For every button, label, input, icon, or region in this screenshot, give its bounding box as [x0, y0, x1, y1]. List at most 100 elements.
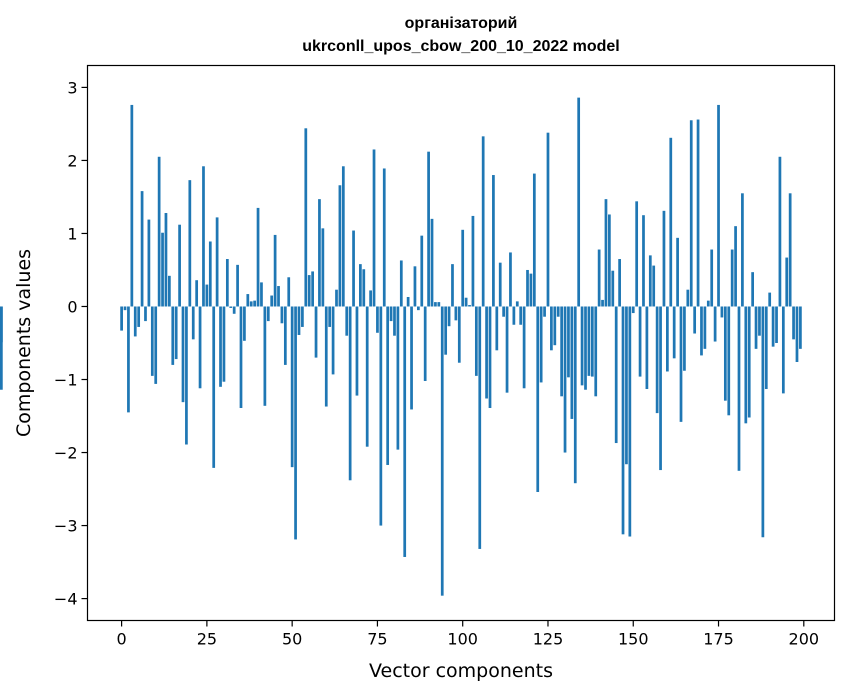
- bar: [730, 249, 734, 307]
- bar: [679, 306, 683, 422]
- bar: [604, 199, 608, 307]
- x-tick-label: 0: [117, 630, 127, 649]
- bar: [474, 306, 478, 376]
- bar: [700, 306, 703, 356]
- bar: [406, 296, 410, 307]
- bar: [372, 149, 376, 307]
- bar: [556, 306, 560, 317]
- bar: [778, 156, 782, 307]
- y-tick-label: −4: [54, 590, 78, 609]
- bar: [280, 306, 284, 324]
- bar: [338, 185, 342, 307]
- bar: [771, 306, 775, 347]
- bar: [236, 264, 239, 307]
- bar: [686, 289, 690, 307]
- bar: [580, 306, 584, 386]
- bar: [120, 306, 123, 331]
- bar: [560, 306, 563, 397]
- bar: [437, 302, 441, 307]
- bar: [307, 275, 311, 307]
- bar: [195, 280, 199, 307]
- y-axis-ticks: −4 −3 −2 −1 0 1 2 3: [54, 78, 88, 609]
- bar: [301, 306, 304, 327]
- bar: [573, 306, 577, 484]
- bar: [461, 229, 465, 307]
- bar: [263, 306, 267, 406]
- bar: [539, 306, 543, 383]
- bar: [495, 306, 499, 351]
- bar: [683, 306, 686, 371]
- bar: [164, 213, 168, 307]
- bar: [154, 306, 158, 384]
- bar: [570, 306, 574, 419]
- bar: [532, 173, 536, 307]
- bar: [713, 306, 717, 342]
- bar: [191, 306, 195, 340]
- bar: [543, 306, 546, 317]
- bar: [324, 306, 328, 407]
- bar: [287, 277, 291, 307]
- chart-subtitle: ukrconll_upos_cbow_200_10_2022 model: [302, 38, 619, 55]
- bar: [331, 306, 335, 375]
- y-tick-label: −3: [54, 517, 78, 536]
- bar: [727, 306, 731, 416]
- bar: [478, 306, 482, 549]
- bar: [376, 306, 379, 333]
- x-tick-label: 125: [533, 630, 564, 649]
- bar: [720, 306, 724, 318]
- bar: [150, 306, 154, 376]
- bar: [430, 218, 434, 307]
- bar: [761, 306, 765, 538]
- bar: [795, 306, 799, 362]
- bar: [723, 306, 727, 401]
- bar: [229, 306, 233, 308]
- bar: [362, 269, 366, 307]
- y-tick-label: −1: [54, 371, 78, 390]
- bar: [672, 306, 676, 359]
- bar: [768, 292, 772, 307]
- bars-group: [0, 97, 802, 596]
- bar: [297, 306, 301, 335]
- bar: [498, 262, 502, 307]
- bar: [379, 306, 383, 526]
- bar: [314, 306, 318, 358]
- x-tick-label: 200: [789, 630, 820, 649]
- y-tick-label: 2: [67, 151, 77, 170]
- bar: [348, 306, 352, 481]
- bar: [427, 151, 430, 307]
- bar: [171, 306, 175, 365]
- bar: [127, 306, 130, 413]
- bar: [369, 290, 372, 307]
- bar: [321, 228, 325, 307]
- bar: [563, 306, 567, 453]
- bar: [584, 306, 587, 390]
- bar: [290, 306, 294, 468]
- bar: [481, 136, 485, 307]
- bar: [359, 264, 362, 307]
- bar: [689, 120, 693, 307]
- bar: [751, 272, 754, 307]
- bar: [659, 306, 662, 471]
- bar: [208, 241, 212, 307]
- bar: [447, 306, 451, 327]
- bar: [638, 306, 642, 377]
- bar: [403, 306, 407, 557]
- bar: [468, 305, 471, 307]
- bar: [648, 255, 652, 307]
- bar: [444, 306, 448, 355]
- bar: [567, 306, 570, 378]
- bar: [178, 224, 181, 307]
- bar: [181, 306, 185, 403]
- bar: [215, 217, 219, 307]
- bar: [522, 306, 526, 389]
- bar: [277, 286, 280, 307]
- bar: [747, 306, 751, 418]
- bar: [161, 232, 164, 307]
- bar: [335, 289, 338, 307]
- y-tick-label: 0: [67, 297, 77, 316]
- plot-frame: [86, 64, 836, 622]
- bar: [396, 306, 400, 450]
- bar: [577, 97, 581, 307]
- bar: [642, 215, 645, 307]
- x-tick-label: 150: [618, 630, 649, 649]
